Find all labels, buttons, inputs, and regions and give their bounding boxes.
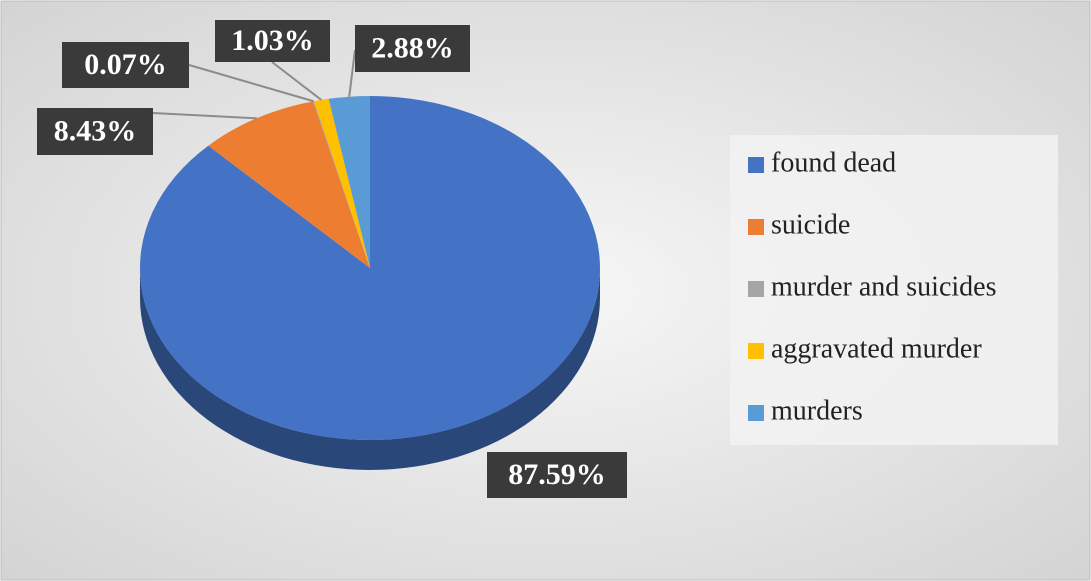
leader-line bbox=[152, 112, 257, 120]
data-label: 87.59% bbox=[508, 458, 606, 491]
legend-label: suicide bbox=[771, 209, 850, 240]
legend-swatch bbox=[748, 343, 764, 359]
slice bbox=[313, 101, 370, 268]
legend-label: aggravated murder bbox=[771, 333, 982, 364]
legend: found dead suicide murder and suicides aggr… bbox=[748, 147, 997, 426]
legend-swatch bbox=[748, 405, 764, 421]
slice bbox=[208, 101, 370, 269]
leader-line bbox=[188, 64, 314, 103]
legend-label: murder and suicides bbox=[771, 271, 997, 302]
data-labels: 87.59% 8.43% 0.07% 1.03% 2.88% bbox=[37, 20, 627, 498]
leader-line bbox=[271, 61, 322, 101]
legend-swatch bbox=[748, 157, 764, 173]
legend-box bbox=[730, 135, 1058, 445]
label-box bbox=[487, 452, 627, 498]
data-label: 1.03% bbox=[231, 24, 314, 57]
label-box bbox=[62, 42, 189, 88]
legend-swatch bbox=[748, 219, 764, 235]
label-box bbox=[215, 20, 330, 62]
legend-swatch bbox=[748, 281, 764, 297]
legend-label: murders bbox=[771, 395, 863, 426]
data-label: 0.07% bbox=[84, 48, 167, 81]
label-box bbox=[355, 25, 470, 72]
slice bbox=[328, 96, 370, 268]
data-label: 8.43% bbox=[54, 114, 137, 147]
pie bbox=[140, 96, 601, 470]
data-label: 2.88% bbox=[371, 31, 454, 64]
slice-side bbox=[140, 268, 600, 470]
label-box bbox=[37, 108, 153, 155]
leader-line bbox=[348, 49, 356, 97]
slice bbox=[314, 98, 370, 268]
legend-label: found dead bbox=[771, 147, 896, 178]
